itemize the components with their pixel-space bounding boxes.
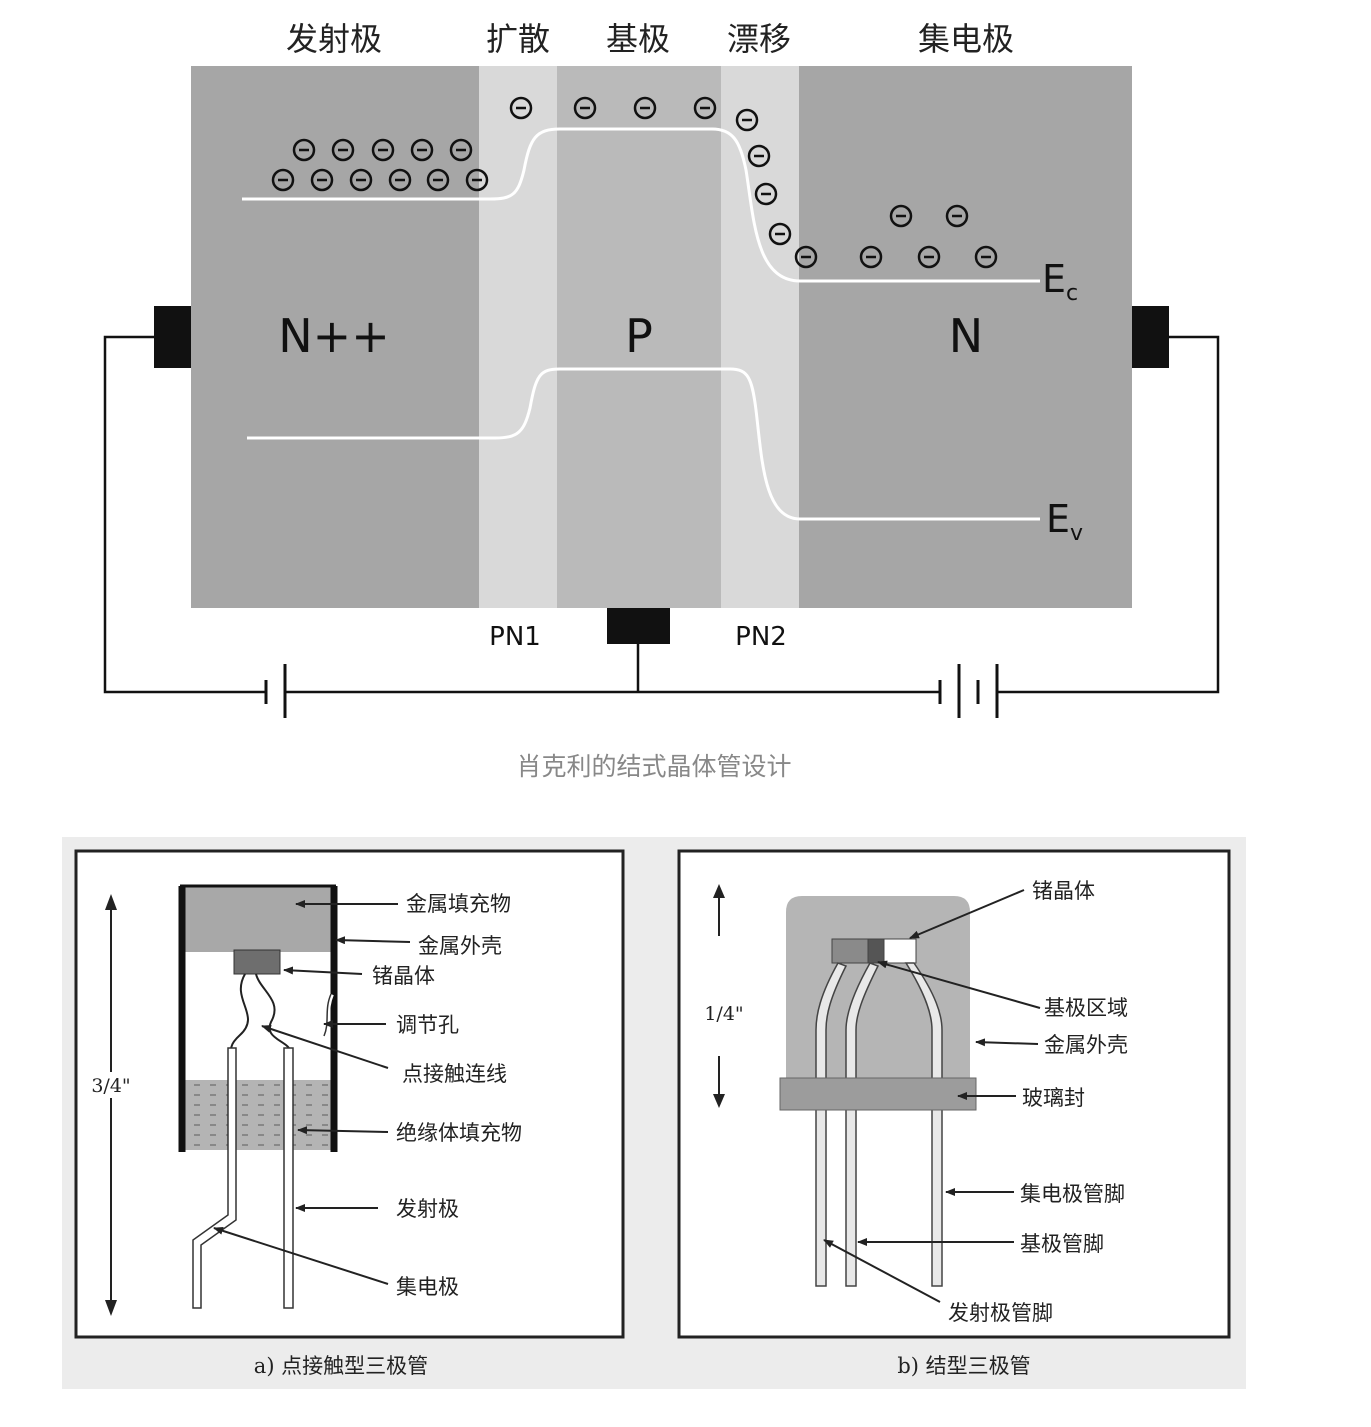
germanium-crystal-b-right <box>883 938 917 964</box>
caption-a: a) 点接触型三极管 <box>254 1354 428 1378</box>
electron-icon <box>410 138 434 162</box>
collector-contact <box>1132 306 1169 368</box>
doping-label-collector: N <box>949 309 983 363</box>
label-metal-filler: 金属填充物 <box>406 892 511 916</box>
label-insulator-filler: 绝缘体填充物 <box>396 1121 522 1145</box>
electron-icon <box>573 96 597 120</box>
electron-icon <box>349 168 373 192</box>
pn2-label: PN2 <box>735 622 787 652</box>
conduction-band-line <box>242 127 1040 283</box>
dimension-arrow-b <box>713 1094 725 1108</box>
label-point-contact-wire: 点接触连线 <box>402 1062 507 1086</box>
transistor-structures: 3/4" <box>62 837 1246 1389</box>
panel-b-junction: 1/4" 锗晶体 <box>677 849 1231 1378</box>
region-label-emitter: 发射极 <box>286 20 382 58</box>
electron-icon <box>768 222 792 246</box>
label-collector-pin: 集电极管脚 <box>1020 1182 1125 1206</box>
electron-icon <box>735 108 759 132</box>
base-region-b <box>867 938 885 964</box>
electron-icon <box>465 168 489 192</box>
electron-icon <box>974 245 998 269</box>
dimension-label-a: 3/4" <box>91 1075 130 1097</box>
electron-icon <box>859 245 883 269</box>
electron-icon <box>388 168 412 192</box>
electron-icon <box>271 168 295 192</box>
label-emitter-pin: 发射极管脚 <box>948 1301 1053 1325</box>
doping-label-base: P <box>625 309 653 363</box>
label-germanium-b: 锗晶体 <box>1032 879 1095 903</box>
insulator-filler <box>182 1080 334 1150</box>
electron-icon <box>633 96 657 120</box>
diffusion-region <box>479 66 557 608</box>
germanium-crystal-b <box>831 938 869 964</box>
electron-icon <box>945 204 969 228</box>
base-region <box>557 66 721 608</box>
electron-icon <box>449 138 473 162</box>
ec-label: Ec <box>1042 257 1078 306</box>
collector-lead-b <box>904 962 943 1287</box>
top-caption: 肖克利的结式晶体管设计 <box>516 752 791 781</box>
electron-icon <box>917 245 941 269</box>
electron-icon <box>371 138 395 162</box>
band-diagram: 发射极 扩散 基极 漂移 集电极 Ec Ev N++ P N <box>103 20 1220 781</box>
panel-a-point-contact: 3/4" <box>74 849 625 1378</box>
label-emitter-a: 发射极 <box>396 1197 459 1221</box>
electron-icon <box>693 96 717 120</box>
emitter-contact <box>154 306 191 368</box>
valence-band-line <box>247 367 1040 521</box>
germanium-crystal-a <box>233 949 281 975</box>
label-base-region: 基极区域 <box>1044 996 1128 1020</box>
panel-a-frame <box>74 849 625 1339</box>
electron-icon <box>292 138 316 162</box>
emitter-lead-b <box>815 962 848 1287</box>
battery-left <box>264 664 287 718</box>
region-label-collector: 集电极 <box>918 20 1014 58</box>
adjust-hole <box>323 993 332 1037</box>
label-collector-a: 集电极 <box>396 1275 459 1299</box>
label-metal-shell-a: 金属外壳 <box>418 934 502 958</box>
label-germanium-a: 锗晶体 <box>372 964 435 988</box>
base-contact <box>607 608 670 644</box>
electron-icon <box>426 168 450 192</box>
metal-filler <box>182 886 334 952</box>
electron-icon <box>331 138 355 162</box>
doping-label-emitter: N++ <box>278 309 390 363</box>
label-metal-shell-b: 金属外壳 <box>1044 1033 1128 1057</box>
base-lead-b <box>845 962 880 1287</box>
pn1-label: PN1 <box>489 622 541 652</box>
battery-right <box>938 664 999 718</box>
circuit-wires <box>103 335 1220 694</box>
region-label-diffusion: 扩散 <box>486 20 550 58</box>
electron-icon <box>509 96 533 120</box>
region-label-drift: 漂移 <box>727 20 791 58</box>
contact-wire-2 <box>255 973 291 1051</box>
electron-icon <box>747 144 771 168</box>
dimension-label-b: 1/4" <box>704 1003 743 1025</box>
electron-icon <box>889 204 913 228</box>
emitter-lead-a <box>283 1047 294 1309</box>
collector-lead-a <box>192 1047 237 1309</box>
caption-b: b) 结型三极管 <box>897 1354 1030 1378</box>
label-base-pin: 基极管脚 <box>1020 1232 1104 1256</box>
metal-shell <box>178 886 338 1152</box>
electron-icon <box>754 182 778 206</box>
label-glass-seal: 玻璃封 <box>1022 1086 1085 1110</box>
region-label-base: 基极 <box>606 20 670 58</box>
label-adjust-hole: 调节孔 <box>396 1013 459 1037</box>
electrons <box>271 96 998 269</box>
electron-icon <box>794 245 818 269</box>
electron-icon <box>310 168 334 192</box>
ev-label: Ev <box>1046 497 1083 546</box>
